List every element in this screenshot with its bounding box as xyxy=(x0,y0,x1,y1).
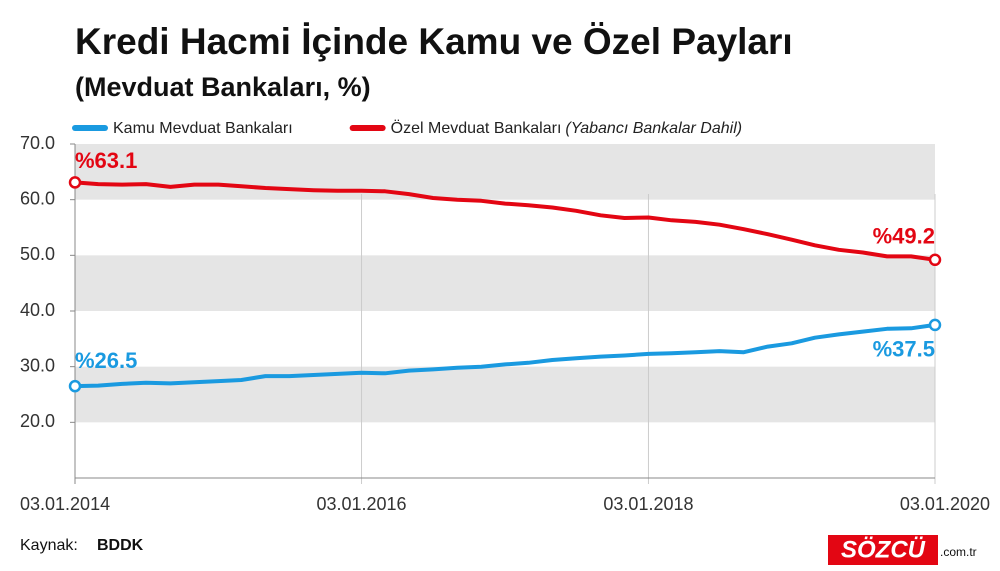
y-tick-label: 40.0 xyxy=(20,300,55,320)
y-tick-label: 50.0 xyxy=(20,244,55,264)
end-marker xyxy=(68,379,82,393)
x-tick-label: 03.01.2016 xyxy=(316,494,406,514)
y-tick-label: 70.0 xyxy=(20,133,55,153)
series-line xyxy=(74,322,936,389)
grid xyxy=(75,144,935,423)
source-value: BDDK xyxy=(97,537,144,554)
start-label: %63.1 xyxy=(75,148,137,173)
y-tick-label: 60.0 xyxy=(20,188,55,208)
chart-title: Kredi Hacmi İçinde Kamu ve Özel Payları xyxy=(75,21,793,62)
end-label: %37.5 xyxy=(873,337,935,362)
x-tick-label: 03.01.2014 xyxy=(20,494,110,514)
end-marker xyxy=(928,253,942,267)
legend-note: (Yabancı Bankalar Dahil) xyxy=(565,120,742,137)
legend-label: Kamu Mevduat Bankaları xyxy=(113,120,293,137)
logo-box xyxy=(828,535,938,565)
end-marker xyxy=(928,318,942,332)
y-tick-label: 30.0 xyxy=(20,355,55,375)
x-tick-label: 03.01.2020 xyxy=(900,494,990,514)
logo-suffix: .com.tr xyxy=(940,545,977,559)
source-label: Kaynak: xyxy=(20,537,78,554)
band xyxy=(75,366,935,423)
start-label: %26.5 xyxy=(75,348,137,373)
x-tick-label: 03.01.2018 xyxy=(603,494,693,514)
end-label: %49.2 xyxy=(873,224,935,249)
chart-subtitle: (Mevduat Bankaları, %) xyxy=(75,72,371,102)
band xyxy=(75,255,935,311)
end-marker xyxy=(68,176,82,189)
logo-name: SÖZCÜ xyxy=(841,536,926,563)
band xyxy=(75,144,935,200)
y-tick-label: 20.0 xyxy=(20,411,55,431)
series-line xyxy=(74,180,936,262)
legend-label: Özel Mevduat Bankaları xyxy=(391,119,562,137)
